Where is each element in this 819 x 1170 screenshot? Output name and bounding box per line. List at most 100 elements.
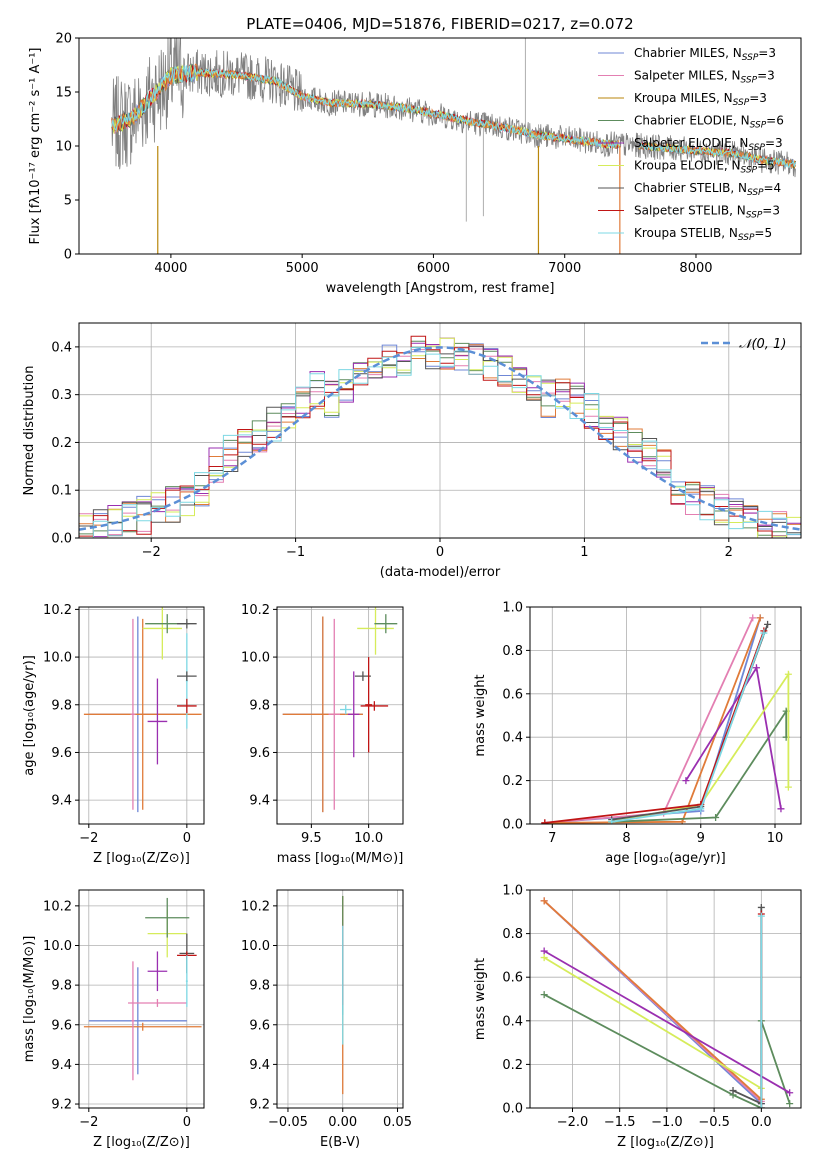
series-marker — [682, 777, 690, 785]
x-axis-label: wavelength [Angstrom, rest frame] — [326, 281, 555, 296]
x-tick-label: 5000 — [286, 261, 319, 276]
legend-subscript: SSP — [742, 53, 759, 63]
y-tick-label: 1.0 — [502, 601, 523, 616]
y-tick-label: 0.4 — [502, 731, 523, 746]
y-tick-label: 0.8 — [502, 644, 523, 659]
y-tick-label: 10.0 — [43, 939, 72, 954]
legend-entry: Salpeter MILES, NSSP=3 — [634, 69, 775, 86]
x-tick-label: 10 — [767, 831, 784, 846]
series-marker — [541, 819, 549, 824]
series-marker — [786, 1100, 794, 1108]
y-tick-label: 0 — [64, 248, 72, 263]
legend-entry: Chabrier STELIB, NSSP=4 — [634, 181, 781, 198]
legend-tail: =3 — [757, 69, 775, 83]
y-tick-label: 9.8 — [51, 979, 72, 994]
legend: Chabrier MILES, NSSP=3 Salpeter MILES, NS… — [598, 46, 784, 243]
series — [682, 664, 785, 813]
x-tick-label: −2.0 — [557, 1115, 589, 1130]
y-tick-label: 20 — [55, 32, 72, 47]
axes-frame — [529, 606, 802, 825]
series-marker — [784, 670, 792, 678]
series-marker — [757, 1104, 765, 1108]
x-tick-label: −1.0 — [651, 1115, 683, 1130]
x-tick-label: 8 — [622, 831, 630, 846]
y-tick-label: 9.4 — [51, 1058, 72, 1073]
y-tick-label: 10.0 — [43, 651, 72, 666]
panel-mass-weight-vs-Z: −2.0 −1.5 −1.0 −0.5 0.0 0.0 0.2 0.4 0.6 0.8 1.0 Z [… — [473, 884, 802, 1150]
x-tick-label: −0.5 — [698, 1115, 730, 1130]
x-tick-label: 8000 — [679, 261, 712, 276]
panel-age-vs-Z: −2 0 9.4 9.6 9.8 10.0 10.2 Z [log₁₀(Z/Z⊙)] age [… — [22, 603, 205, 866]
series — [608, 629, 768, 824]
panel-mass-weight-vs-age: 7 8 9 10 0.0 0.2 0.4 0.6 0.8 1.0 age [log₁₀(age/yr… — [473, 601, 802, 866]
series — [540, 897, 765, 1103]
legend-tail: =6 — [766, 114, 784, 128]
series — [540, 954, 765, 1092]
y-tick-label: 10.0 — [241, 651, 270, 666]
panel-mass-vs-Z: −2 0 9.2 9.4 9.6 9.8 10.0 10.2 Z [log₁₀(Z/Z⊙)] ma… — [22, 889, 205, 1150]
y-tick-label: 9.6 — [249, 1018, 270, 1033]
y-tick-label: 9.6 — [51, 746, 72, 761]
legend-subscript: SSP — [738, 233, 755, 243]
y-tick-label: 0.6 — [502, 971, 523, 986]
series-marker — [540, 991, 548, 999]
axes-frame — [78, 606, 205, 825]
series-marker — [784, 783, 792, 791]
errorbar-point — [147, 678, 168, 765]
series-marker — [757, 903, 765, 911]
x-axis-label: age [log₁₀(age/yr)] — [605, 851, 726, 866]
y-tick-label: 0.0 — [502, 818, 523, 833]
x-tick-label: 7 — [548, 831, 556, 846]
series — [541, 627, 768, 824]
plot-area — [83, 897, 202, 1081]
panel-mass-vs-EBV: −0.05 0.00 0.05 9.2 9.4 9.6 9.8 10.0 10.2 E(B-V) — [241, 889, 412, 1150]
series-marker — [764, 620, 772, 628]
plot-area — [541, 614, 792, 824]
errorbar-point — [357, 607, 394, 655]
y-axis-label: Flux [fλ10⁻¹⁷ erg cm⁻² s⁻¹ A⁻¹] — [28, 48, 43, 245]
spectrum-model-line — [111, 64, 796, 168]
series-marker — [712, 813, 720, 821]
legend-tail: =3 — [762, 204, 780, 218]
panel-residuals: −2 −1 0 1 2 0.0 0.1 0.2 0.3 0.4 (data-model)/error… — [22, 322, 802, 580]
x-tick-label: 0 — [183, 831, 191, 846]
series-line — [611, 708, 788, 823]
axes-frame — [78, 322, 802, 539]
y-tick-label: 10 — [55, 140, 72, 155]
series-marker — [608, 818, 616, 824]
errorbar-point — [340, 704, 352, 715]
y-tick-label: 0.2 — [502, 774, 523, 789]
y-tick-label: 10.2 — [241, 899, 270, 914]
y-tick-label: 0.2 — [502, 1058, 523, 1073]
legend-subscript: SSP — [733, 98, 750, 108]
x-tick-label: 0.0 — [751, 1115, 772, 1130]
y-axis-label: mass weight — [473, 674, 488, 756]
y-tick-label: 10.0 — [241, 939, 270, 954]
x-tick-label: 0.00 — [328, 1115, 357, 1130]
x-tick-label: 9.5 — [301, 831, 322, 846]
normal-curve — [79, 346, 801, 531]
axes-frame — [78, 889, 205, 1109]
plot-area — [79, 335, 801, 538]
axes-frame — [276, 606, 404, 825]
errorbar-point — [83, 1022, 202, 1031]
errorbar-point — [185, 955, 188, 1007]
errorbar-point — [177, 698, 197, 714]
x-axis-label: (data-model)/error — [380, 565, 501, 580]
errorbar-point — [145, 897, 190, 938]
series-marker — [756, 614, 764, 622]
plot-area — [83, 607, 202, 813]
y-tick-label: 0.3 — [51, 388, 72, 403]
x-tick-label: 0.05 — [383, 1115, 412, 1130]
legend-tail: =5 — [757, 159, 775, 173]
series-marker — [777, 805, 785, 813]
errorbar-point — [177, 671, 197, 681]
series-marker — [540, 897, 548, 905]
series-marker — [760, 629, 768, 637]
errorbar-point — [88, 967, 187, 1075]
series-marker — [540, 947, 548, 955]
errorbar-point — [328, 618, 340, 810]
x-axis-label: E(B-V) — [320, 1135, 360, 1150]
legend-subscript: SSP — [741, 166, 758, 176]
